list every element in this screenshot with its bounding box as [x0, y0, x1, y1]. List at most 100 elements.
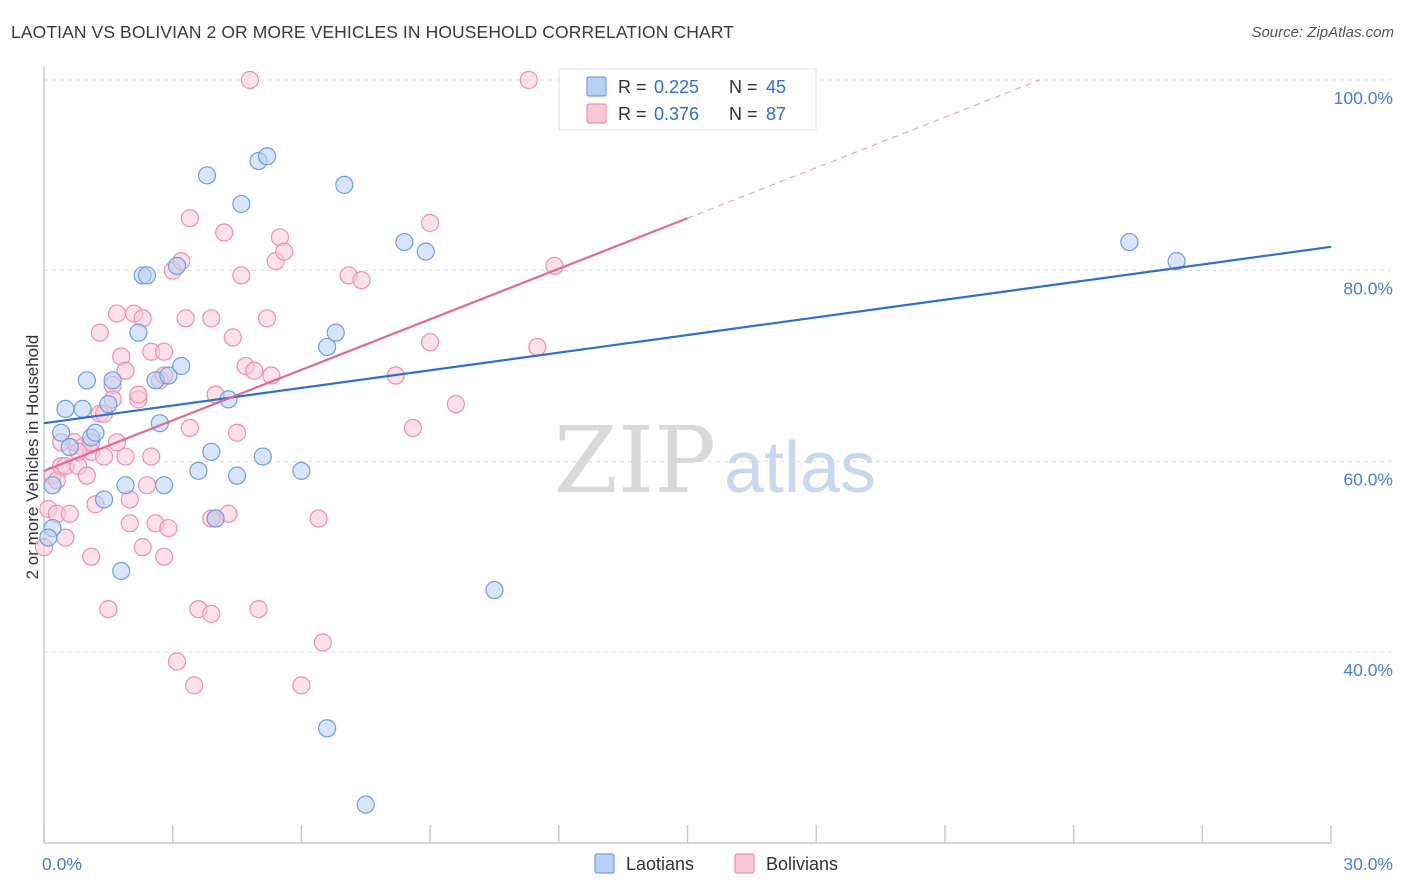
point-laotians: [197, 166, 217, 185]
point-bolivians: [257, 309, 277, 328]
point-bolivians: [421, 333, 440, 352]
point-bolivians: [180, 418, 199, 438]
point-bolivians: [107, 304, 127, 323]
point-laotians: [56, 399, 75, 418]
chart-title: LAOTIAN VS BOLIVIAN 2 OR MORE VEHICLES I…: [11, 22, 734, 42]
point-bolivians: [403, 418, 423, 438]
y-tick-label: 60.0%: [1343, 469, 1393, 489]
point-laotians: [326, 323, 345, 342]
legend-label-laotians: Laotians: [626, 854, 694, 874]
trendline-laotians: [43, 245, 1332, 425]
point-bolivians: [223, 328, 242, 347]
point-bolivians: [116, 447, 135, 466]
point-bolivians: [545, 256, 564, 275]
watermark-atlas: atlas: [724, 428, 876, 508]
point-laotians: [202, 442, 221, 461]
point-bolivians: [519, 70, 538, 90]
point-bolivians: [275, 242, 294, 261]
point-bolivians: [446, 395, 465, 414]
point-laotians: [227, 466, 247, 485]
point-bolivians: [249, 599, 268, 619]
point-bolivians: [77, 466, 97, 485]
point-bolivians: [176, 309, 195, 328]
point-laotians: [356, 795, 375, 814]
point-laotians: [137, 266, 157, 285]
point-bolivians: [90, 323, 109, 342]
legend-r-label: R =: [618, 104, 647, 124]
legend-n-label: N =: [729, 104, 758, 124]
point-laotians: [232, 194, 251, 214]
point-bolivians: [309, 509, 328, 528]
point-laotians: [103, 371, 122, 390]
point-bolivians: [421, 213, 440, 233]
point-laotians: [1120, 232, 1139, 252]
point-bolivians: [215, 223, 234, 242]
point-laotians: [485, 580, 504, 600]
point-laotians: [155, 476, 174, 495]
point-laotians: [416, 242, 435, 261]
point-laotians: [167, 256, 187, 275]
point-bolivians: [116, 361, 135, 380]
point-bolivians: [155, 342, 174, 361]
y-tick-label: 40.0%: [1343, 660, 1393, 680]
legend-swatch-bolivians: [586, 103, 607, 124]
legend-label-bolivians: Bolivians: [766, 854, 838, 874]
point-laotians: [73, 399, 92, 418]
legend-r-label: R =: [618, 77, 647, 97]
point-bolivians: [232, 266, 251, 285]
legend-r-value-bolivians: 0.376: [654, 104, 699, 124]
point-bolivians: [185, 676, 204, 695]
point-laotians: [318, 719, 337, 738]
point-laotians: [77, 371, 97, 390]
point-bolivians: [313, 633, 332, 652]
point-laotians: [43, 476, 62, 495]
legend-n-value-bolivians: 87: [766, 104, 786, 124]
point-laotians: [253, 447, 272, 466]
point-bolivians: [137, 476, 157, 495]
point-bolivians: [155, 547, 174, 566]
legend-r-value-laotians: 0.225: [654, 77, 699, 97]
point-bolivians: [202, 309, 221, 328]
legend-swatch-laotians: [586, 76, 607, 97]
point-laotians: [395, 232, 414, 252]
point-laotians: [159, 366, 178, 385]
point-laotians: [335, 175, 354, 194]
point-bolivians: [120, 514, 139, 533]
point-laotians: [39, 528, 58, 547]
legend-n-value-laotians: 45: [766, 77, 786, 97]
point-laotians: [60, 437, 79, 457]
point-bolivians: [245, 361, 264, 380]
point-laotians: [206, 509, 225, 528]
watermark-zip: ZIP: [554, 407, 716, 514]
point-bolivians: [82, 547, 101, 566]
legend-marker-laotians: [594, 853, 615, 874]
point-laotians: [112, 561, 131, 581]
trendline-bolivians: [43, 217, 688, 472]
point-bolivians: [202, 604, 221, 623]
source-credit: Source: ZipAtlas.com: [1251, 24, 1394, 41]
point-bolivians: [292, 676, 311, 695]
point-laotians: [86, 423, 105, 442]
point-laotians: [189, 461, 208, 480]
point-laotians: [1167, 252, 1186, 271]
trendline-extension-bolivians: [687, 79, 1040, 219]
point-laotians: [52, 423, 71, 442]
point-bolivians: [142, 447, 161, 466]
point-bolivians: [240, 70, 260, 90]
point-bolivians: [133, 538, 152, 557]
point-bolivians: [167, 652, 187, 671]
legend-n-label: N =: [729, 77, 758, 97]
point-laotians: [318, 337, 337, 357]
point-laotians: [99, 395, 118, 414]
point-laotians: [129, 323, 148, 342]
point-laotians: [116, 476, 135, 495]
point-bolivians: [159, 518, 178, 538]
point-bolivians: [227, 423, 247, 442]
y-tick-label: 100.0%: [1334, 88, 1393, 108]
legend-marker-bolivians: [734, 853, 755, 874]
point-bolivians: [528, 337, 547, 357]
point-bolivians: [352, 271, 371, 290]
point-laotians: [292, 461, 311, 480]
point-bolivians: [60, 504, 79, 523]
